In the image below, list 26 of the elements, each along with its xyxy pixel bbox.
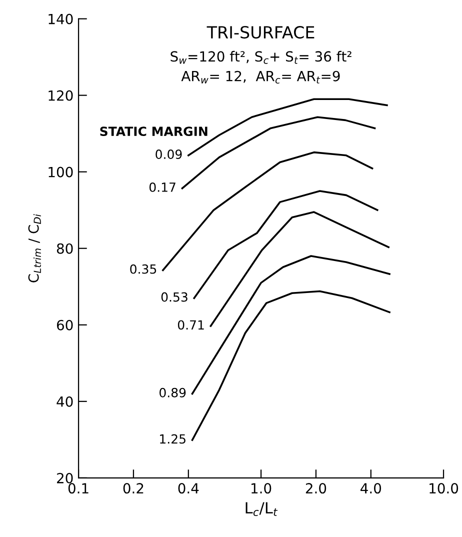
y-tick-label: 20 <box>57 472 73 484</box>
series-label: 1.25 <box>160 434 186 444</box>
y-tick-label: 60 <box>56 320 73 330</box>
annotation: STATIC MARGIN <box>100 126 208 136</box>
series-label: 0.53 <box>161 292 188 302</box>
text: S$_{w}$=120 ft², S$_{c}$+ S$_{t}$= 36 ft² AR$_{w}$= 12, AR$_{c}$= AR$_{t}$=9 <box>170 50 352 84</box>
y-tick-label: 40 <box>56 396 73 407</box>
x-tick-label: 1.0 <box>252 483 272 494</box>
series-label: 0.71 <box>178 320 204 330</box>
x-tick-label: 2.0 <box>306 483 326 494</box>
y-tick-label: 100 <box>48 166 73 178</box>
x-axis-title: L$_{c}$/L$_{t}$ <box>246 502 278 516</box>
y-tick-label: 120 <box>48 90 73 101</box>
series-label: 0.35 <box>130 264 156 274</box>
series-label: 0.09 <box>156 150 182 160</box>
x-tick-label: 10.0 <box>430 483 458 494</box>
chart-title: TRI-SURFACE <box>206 26 314 39</box>
x-tick-label: 4.0 <box>360 483 382 494</box>
y-tick-label: 140 <box>48 14 73 24</box>
y-axis-title: C$_{Ltrim}$ / C$_{Di}$ <box>28 214 41 282</box>
x-tick-label: 0.2 <box>123 483 144 494</box>
x-tick-label: 0.4 <box>178 483 199 494</box>
series-label: 0.89 <box>160 388 186 398</box>
series-label: 0.17 <box>149 182 176 192</box>
y-tick-label: 80 <box>56 243 73 254</box>
x-tick-label: 0.1 <box>68 483 88 494</box>
